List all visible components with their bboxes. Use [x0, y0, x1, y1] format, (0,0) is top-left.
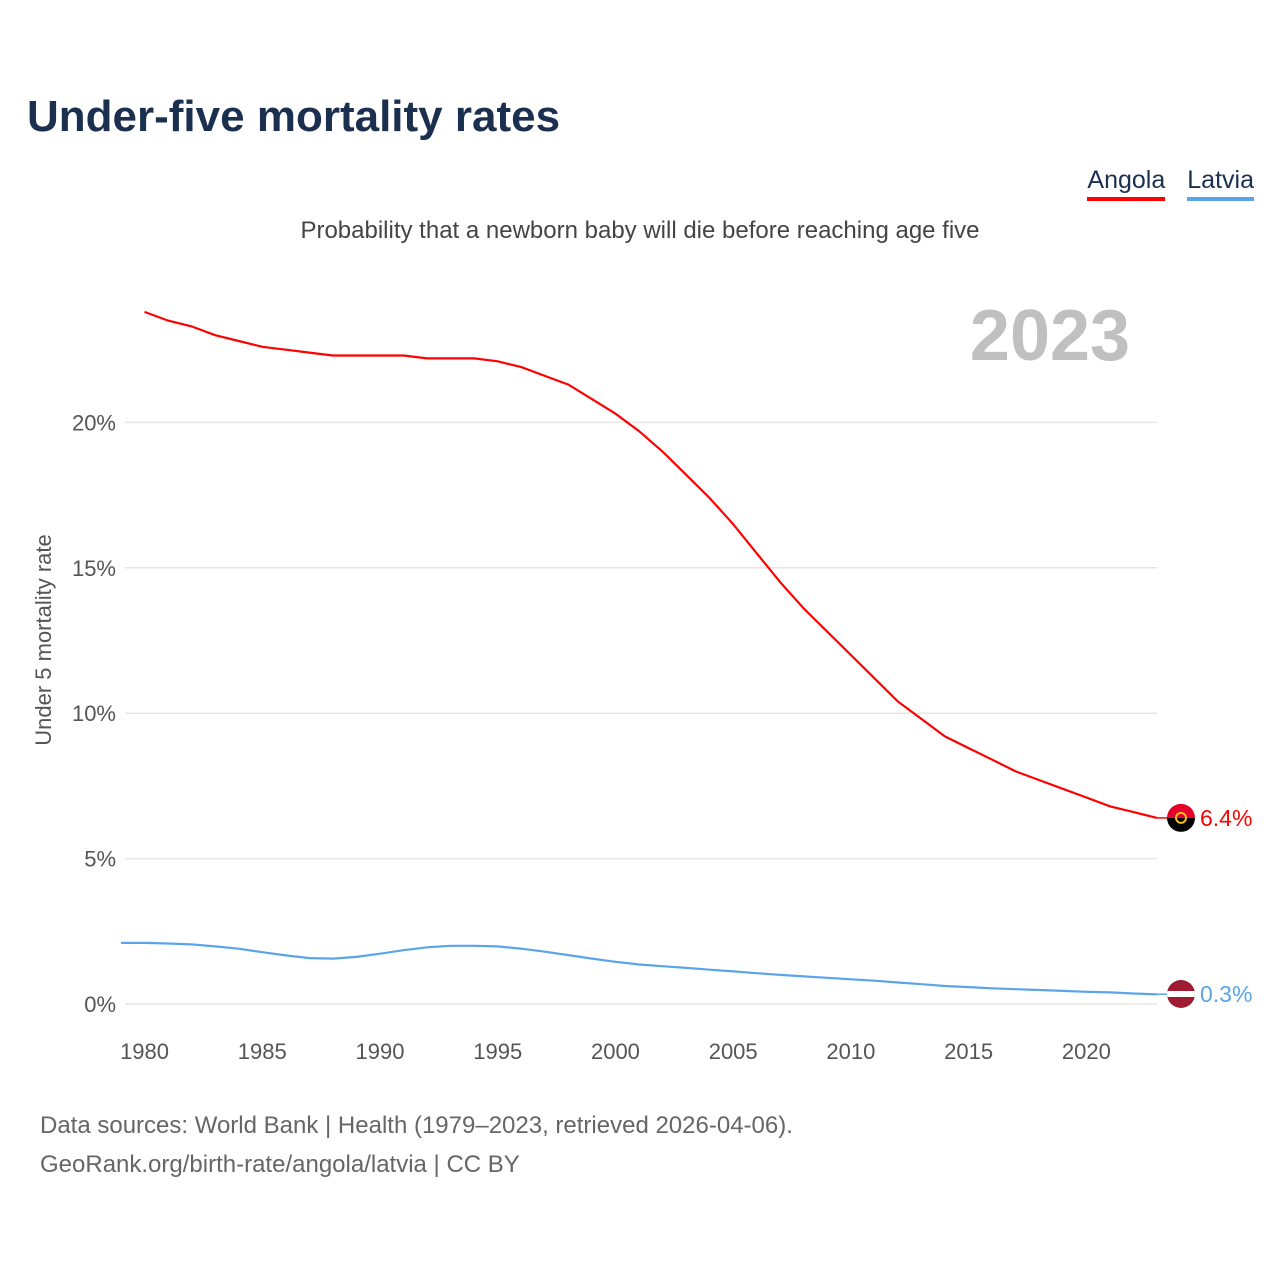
end-value-label-angola: 6.4%: [1200, 805, 1252, 831]
flag-stripe: [1167, 817, 1195, 832]
flag-latvia-icon: [1167, 980, 1195, 1008]
footer: Data sources: World Bank | Health (1979–…: [40, 1106, 793, 1184]
x-tick-label: 1990: [356, 1039, 405, 1064]
x-tick-label: 2000: [591, 1039, 640, 1064]
x-tick-label: 1980: [120, 1039, 169, 1064]
x-tick-label: 2005: [709, 1039, 758, 1064]
legend-item-latvia[interactable]: Latvia: [1187, 166, 1254, 201]
flag-body: [1167, 803, 1195, 832]
x-tick-label: 2010: [826, 1039, 875, 1064]
y-axis-label: Under 5 mortality rate: [31, 534, 56, 746]
y-tick-label: 10%: [72, 701, 116, 726]
x-tick-label: 2020: [1062, 1039, 1111, 1064]
flag-stripe: [1167, 803, 1195, 818]
source-link[interactable]: GeoRank.org/birth-rate/angola/latvia | C…: [40, 1151, 520, 1178]
chart-title: Under-five mortality rates: [27, 92, 561, 141]
end-value-label-latvia: 0.3%: [1200, 981, 1252, 1007]
y-tick-label: 0%: [84, 992, 116, 1017]
flag-stripe: [1167, 991, 1195, 997]
chart-subtitle: Probability that a newborn baby will die…: [300, 217, 980, 244]
flag-emblem: [1175, 811, 1187, 824]
y-tick-label: 5%: [84, 847, 116, 872]
legend: Angola Latvia: [1087, 166, 1254, 201]
flag-body: [1167, 980, 1195, 1008]
x-tick-label: 2015: [944, 1039, 993, 1064]
legend-item-angola[interactable]: Angola: [1087, 166, 1166, 201]
flag-angola-icon: [1167, 803, 1195, 832]
data-sources: Data sources: World Bank | Health (1979–…: [40, 1112, 793, 1139]
y-tick-label: 20%: [72, 410, 116, 435]
series-line-latvia: [121, 941, 1158, 996]
series-line-angola: [144, 310, 1158, 819]
year-label: 2023: [970, 296, 1130, 376]
y-tick-label: 15%: [72, 556, 116, 581]
x-tick-label: 1995: [473, 1039, 522, 1064]
x-tick-label: 1985: [238, 1039, 287, 1064]
